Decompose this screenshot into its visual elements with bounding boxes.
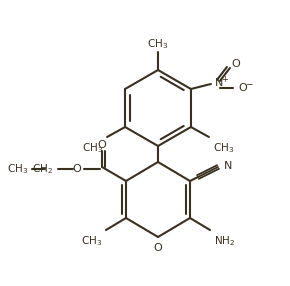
Text: CH$_3$: CH$_3$: [81, 234, 102, 248]
Text: O: O: [238, 83, 247, 93]
Text: +: +: [221, 74, 228, 84]
Text: CH$_3$: CH$_3$: [7, 162, 28, 176]
Text: NH$_2$: NH$_2$: [214, 234, 235, 248]
Text: N: N: [224, 161, 232, 171]
Text: N: N: [215, 78, 223, 88]
Text: CH$_3$: CH$_3$: [147, 37, 168, 51]
Text: CH$_2$: CH$_2$: [32, 162, 53, 176]
Text: −: −: [245, 80, 252, 88]
Text: CH$_3$: CH$_3$: [213, 141, 234, 155]
Text: O: O: [154, 243, 162, 253]
Text: O: O: [231, 59, 240, 69]
Text: O: O: [98, 140, 106, 150]
Text: CH$_3$: CH$_3$: [82, 141, 103, 155]
Text: O: O: [72, 164, 81, 174]
